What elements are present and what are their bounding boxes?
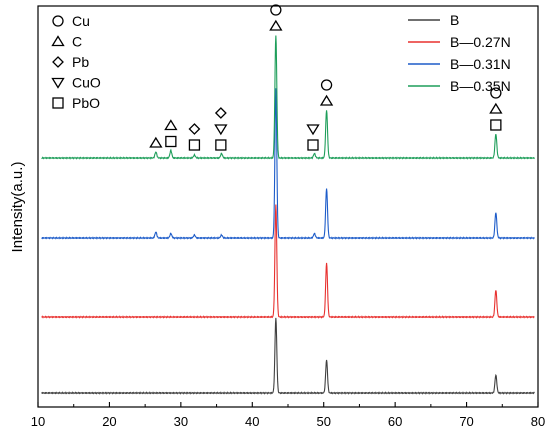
x-axis: 10 20 30 40 50 60 70 80 [31,402,545,429]
peak-marker-square-icon [307,139,319,151]
peak-marker-square-icon [490,119,502,131]
series-line-1 [41,317,535,395]
series-line-2 [41,204,535,319]
phase-legend-circle-icon [52,15,64,27]
series-layer [41,35,535,395]
peak-marker-triangle-up-icon [164,119,178,131]
legend-label: B [450,12,459,28]
legend-label: B—0.35N [450,78,511,94]
peak-marker-circle-icon [320,79,333,91]
peak-marker-triangle-up-icon [319,94,334,106]
peak-marker-triangle-up-icon [149,136,163,148]
series-line-3 [41,88,535,240]
phase-legend-triangle-up-icon [51,35,65,47]
peak-marker-layer [149,4,503,151]
phase-legend-label: CuO [72,75,101,91]
legend-label: B—0.27N [450,34,511,50]
x-tick-label-10: 10 [31,414,45,429]
peak-marker-square-icon [165,135,177,148]
peak-marker-circle-icon [270,4,282,16]
phase-legend-square-icon [52,97,64,109]
x-tick-label-70: 70 [459,414,473,429]
series-legend: B B—0.27N B—0.31N B—0.35N [408,12,511,94]
x-tick-label-30: 30 [174,414,188,429]
y-axis-title: Intensity(a.u.) [9,162,26,253]
x-tick-label-60: 60 [388,414,402,429]
phase-legend-label: PbO [72,95,100,111]
series-line-4 [41,35,535,160]
phase-legend-diamond-icon [52,56,64,68]
peak-marker-triangle-down-icon [306,124,320,136]
peak-marker-square-icon [188,139,201,151]
peak-marker-diamond-icon [188,123,201,135]
peak-marker-diamond-icon [214,107,227,119]
x-tick-label-20: 20 [102,414,116,429]
peak-marker-square-icon [215,139,227,151]
phase-legend-label: Pb [72,54,89,70]
phase-legend-label: Cu [72,13,90,29]
phase-legend-triangle-down-icon [51,77,65,89]
x-tick-label-40: 40 [245,414,259,429]
peak-marker-triangle-up-icon [269,19,283,31]
x-tick-label-50: 50 [316,414,330,429]
legend-label: B—0.31N [450,56,511,72]
peak-marker-triangle-up-icon [489,102,503,114]
peak-marker-triangle-down-icon [214,124,228,136]
phase-legend: Cu C Pb CuO PbO [51,13,101,111]
peak-marker-circle-icon [490,87,502,99]
phase-legend-label: C [72,34,82,50]
x-tick-label-80: 80 [531,414,545,429]
